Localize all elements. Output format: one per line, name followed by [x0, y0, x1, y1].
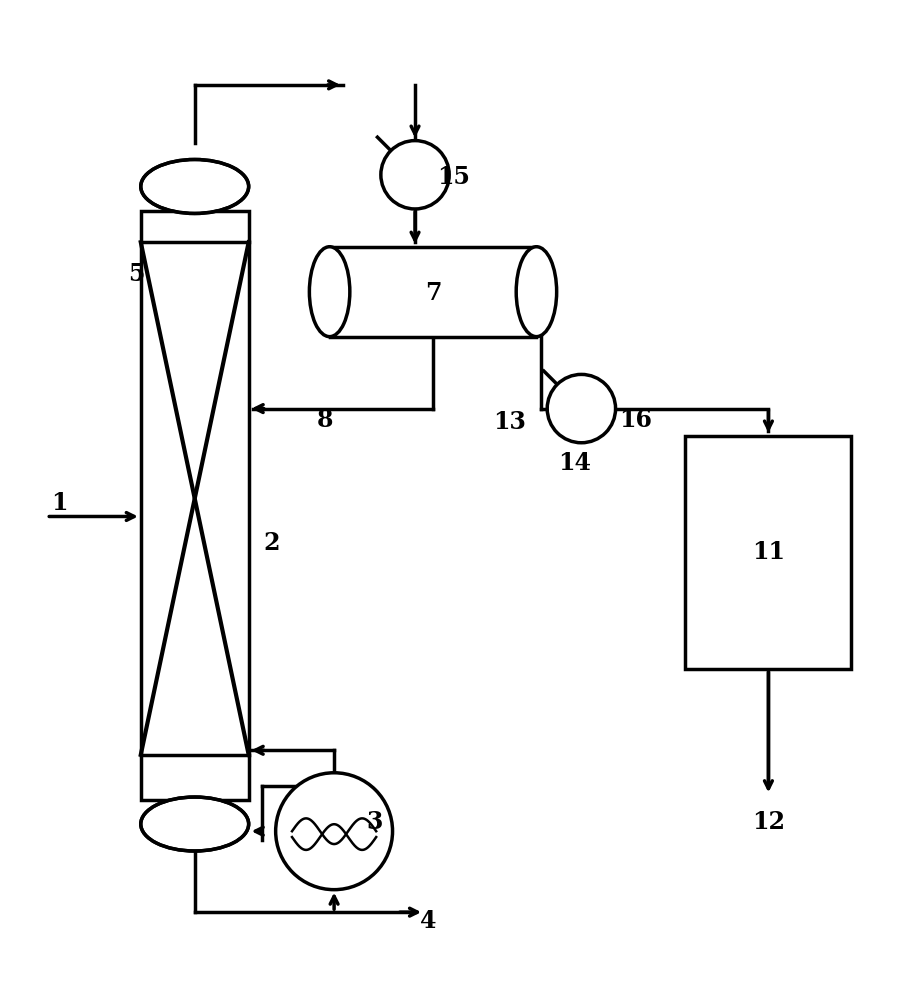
Ellipse shape: [309, 246, 350, 337]
Text: 13: 13: [493, 410, 526, 434]
Ellipse shape: [143, 800, 246, 849]
Text: 7: 7: [425, 282, 441, 306]
Text: 16: 16: [619, 408, 652, 433]
Ellipse shape: [516, 246, 557, 337]
Text: 8: 8: [317, 408, 334, 433]
Ellipse shape: [141, 160, 249, 213]
Text: 2: 2: [262, 531, 280, 555]
Circle shape: [381, 141, 449, 209]
Text: 5: 5: [128, 262, 144, 286]
Text: 11: 11: [752, 540, 785, 564]
Text: 1: 1: [51, 491, 68, 515]
Text: 15: 15: [437, 165, 470, 189]
Ellipse shape: [143, 162, 246, 211]
Text: 14: 14: [558, 451, 592, 475]
Bar: [141, 210, 249, 800]
Text: 3: 3: [366, 810, 382, 834]
Circle shape: [276, 773, 392, 889]
Bar: [329, 246, 537, 337]
Ellipse shape: [141, 797, 249, 851]
Text: 4: 4: [420, 909, 437, 934]
Circle shape: [548, 374, 615, 443]
Bar: [685, 436, 851, 669]
Text: 12: 12: [752, 810, 785, 834]
